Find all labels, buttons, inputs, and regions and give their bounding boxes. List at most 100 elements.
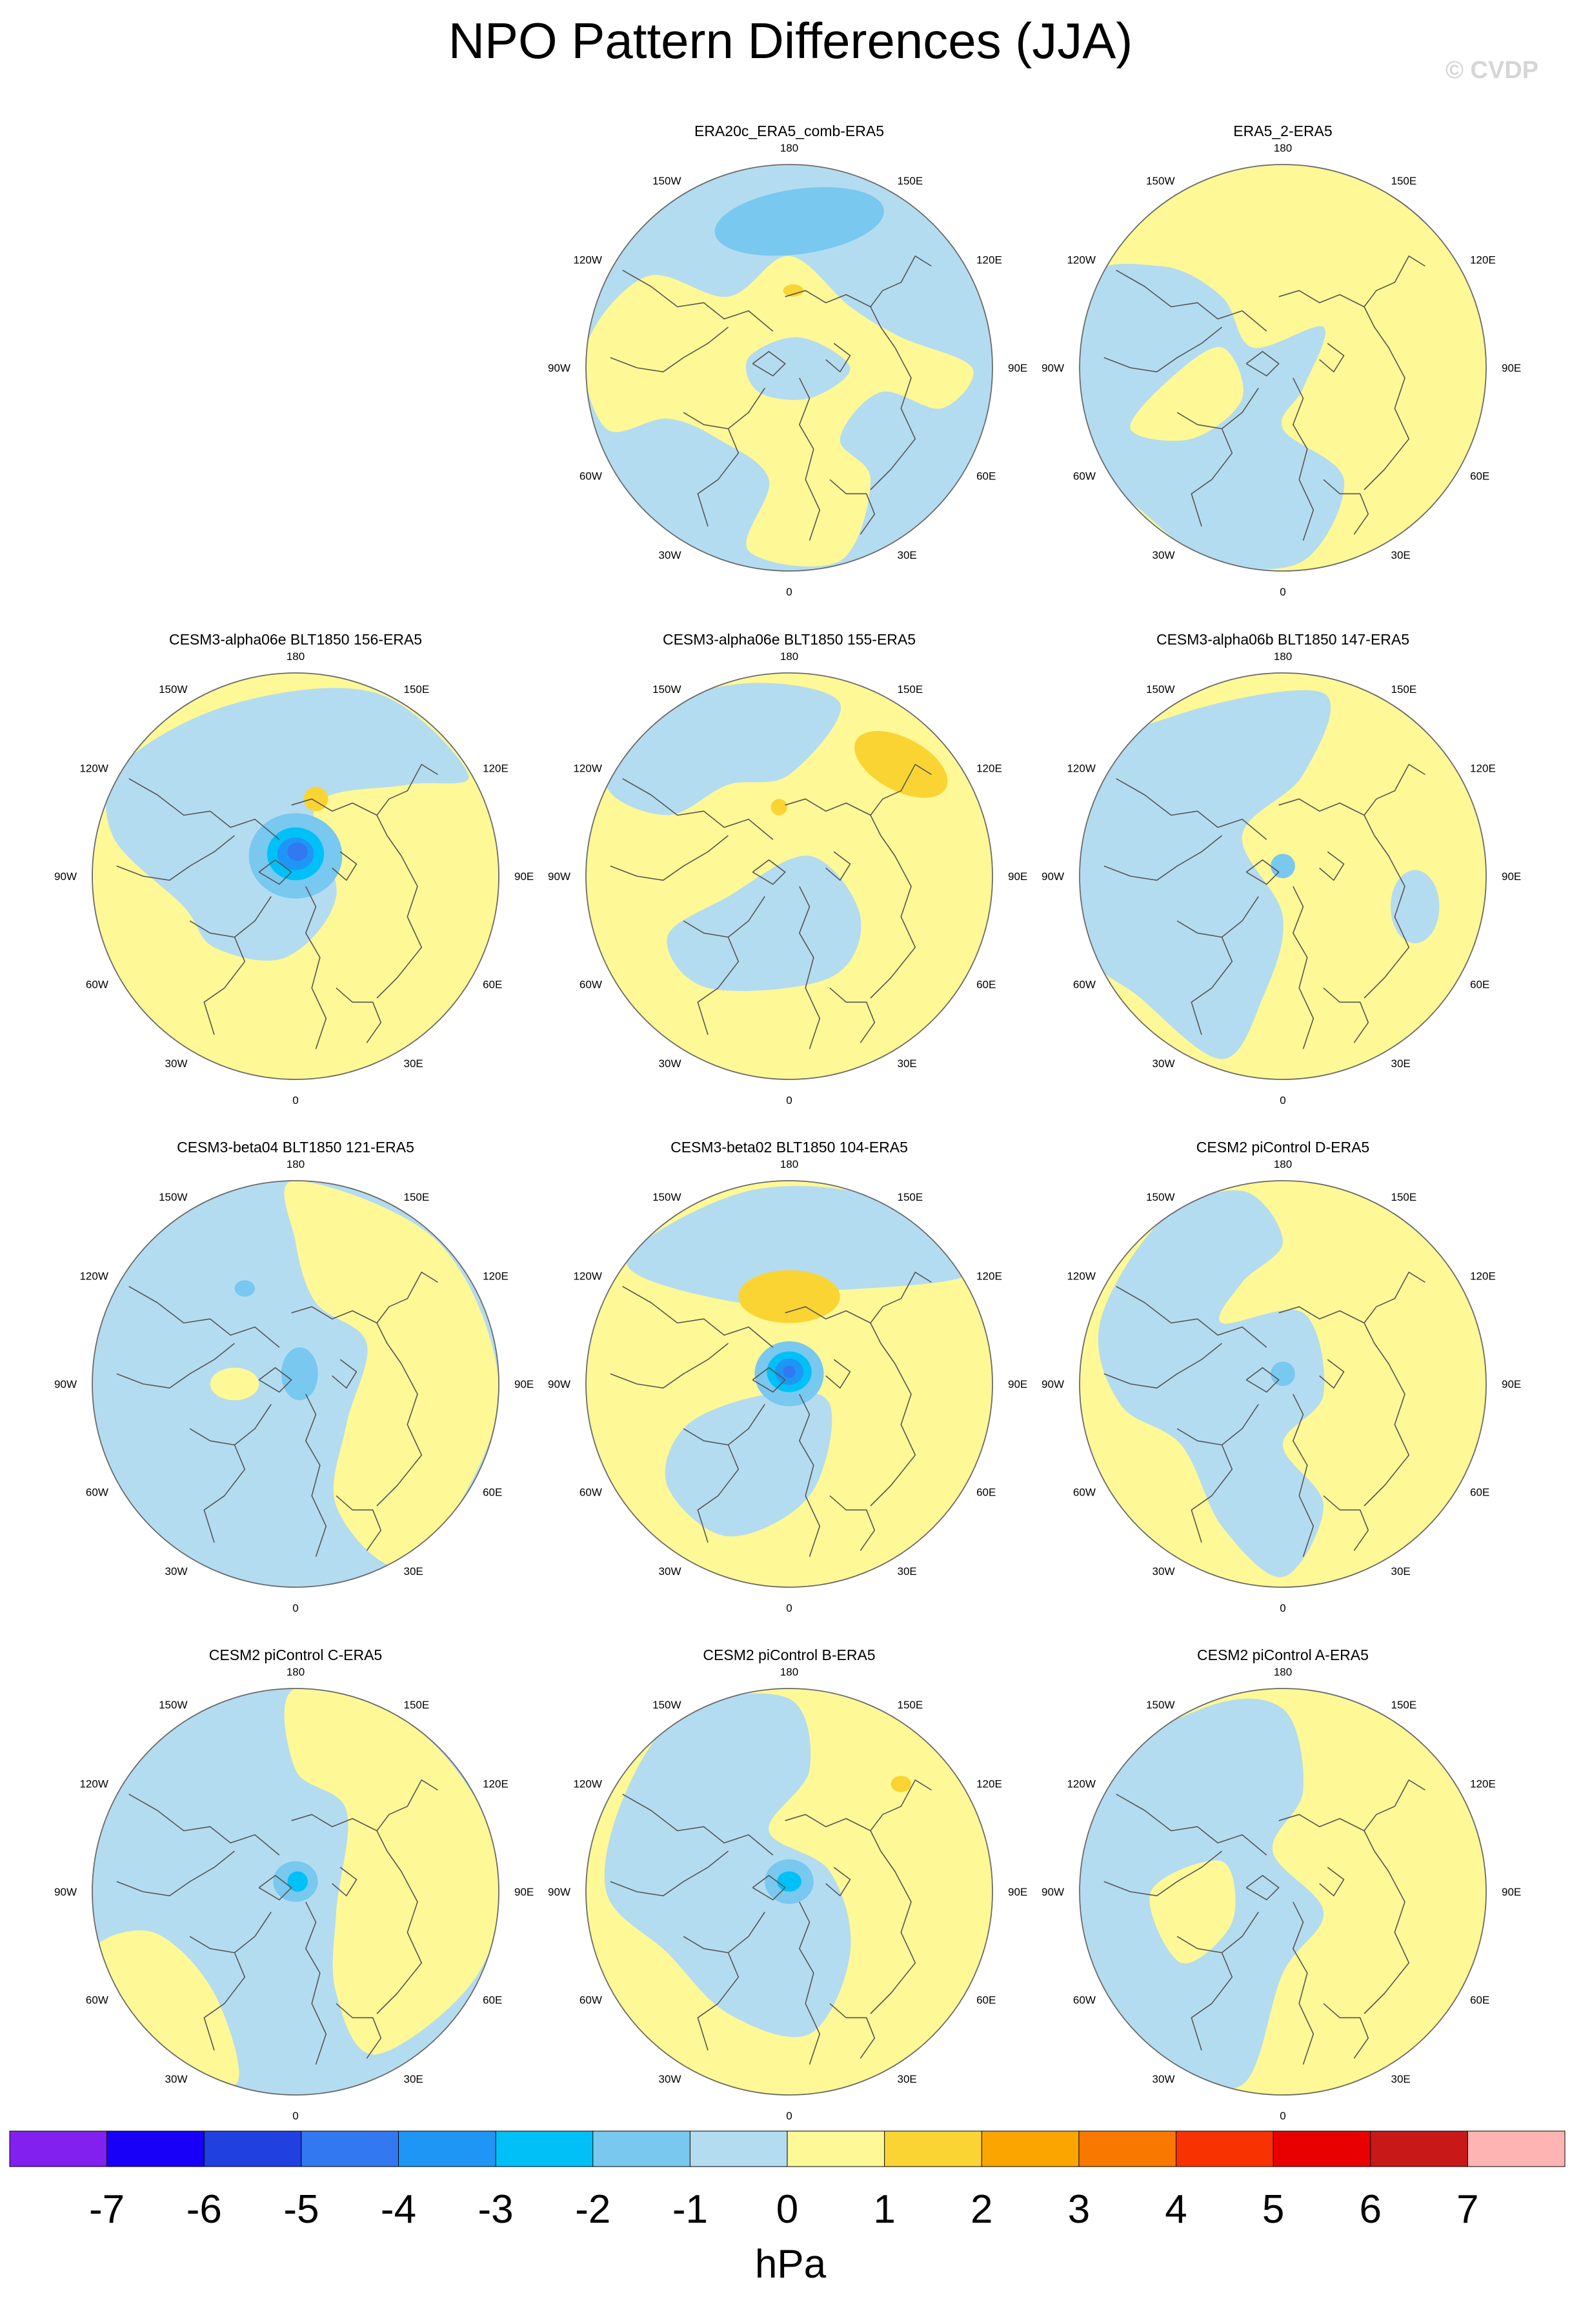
map-panel: CESM2 piControl B-ERA5 180 150E 120E 90E 60E 3… xyxy=(548,1647,1027,2122)
longitude-label: 180 xyxy=(287,1666,305,1678)
longitude-label: 90W xyxy=(548,1378,570,1390)
longitude-label: 30E xyxy=(404,1057,423,1070)
longitude-label: 30E xyxy=(1391,1565,1411,1578)
contour-region xyxy=(1271,1361,1295,1387)
coastline xyxy=(258,859,292,885)
longitude-label: 150E xyxy=(898,683,923,696)
panel-title: ERA20c_ERA5_comb-ERA5 xyxy=(694,123,884,139)
longitude-label: 150W xyxy=(652,1191,681,1203)
coastline xyxy=(1245,859,1280,885)
longitude-label: 30E xyxy=(898,2073,917,2085)
longitude-label: 30W xyxy=(165,2073,188,2085)
panel-title: CESM2 piControl A-ERA5 xyxy=(1197,1647,1369,1663)
colorbar-tick-label: 5 xyxy=(1262,2187,1284,2232)
coastline xyxy=(305,1901,327,2065)
longitude-label: 90W xyxy=(548,1886,570,1898)
longitude-label: 60W xyxy=(1073,1994,1096,2007)
coastline xyxy=(203,1445,246,1543)
longitude-label: 120W xyxy=(573,254,601,266)
colorbar-box xyxy=(982,2131,1079,2167)
longitude-label: 120E xyxy=(976,763,1002,775)
coastline xyxy=(376,1830,423,2014)
longitude-label: 90W xyxy=(548,870,570,883)
coastline xyxy=(799,886,821,1050)
coastline xyxy=(305,886,327,1050)
longitude-label: 0 xyxy=(292,2110,298,2122)
longitude-label: 150E xyxy=(898,1191,923,1203)
colorbar-box xyxy=(496,2131,593,2167)
colorbar-tick-label: 2 xyxy=(971,2187,992,2232)
longitude-label: 180 xyxy=(287,1158,305,1170)
coastline xyxy=(1364,815,1410,999)
longitude-label: 120W xyxy=(79,763,108,775)
longitude-label: 90W xyxy=(54,1886,77,1898)
map-panel: CESM3-beta04 BLT1850 121-ERA5 180 150E 120E… xyxy=(54,1139,534,1614)
longitude-label: 60E xyxy=(1470,1487,1489,1499)
longitude-label: 90W xyxy=(54,1378,77,1390)
longitude-label: 90E xyxy=(514,1378,534,1390)
longitude-label: 120E xyxy=(976,254,1002,266)
contour-region xyxy=(777,1871,801,1892)
longitude-label: 30W xyxy=(165,1057,188,1070)
contour-region xyxy=(287,1871,308,1892)
longitude-label: 90E xyxy=(1008,1378,1027,1390)
longitude-label: 150E xyxy=(898,175,923,187)
coastline xyxy=(332,851,357,881)
longitude-label: 30W xyxy=(165,1565,188,1578)
map-border xyxy=(585,1180,993,1588)
longitude-label: 60W xyxy=(86,1487,108,1499)
field-contours xyxy=(92,1688,499,2095)
map-panel: CESM2 piControl C-ERA5 180 150E 120E 90E 60E 3… xyxy=(54,1647,534,2122)
coastline xyxy=(1364,306,1410,490)
coastline xyxy=(1191,428,1233,526)
longitude-label: 150E xyxy=(404,1699,430,1711)
map-border xyxy=(1079,1688,1487,2096)
longitude-label: 150W xyxy=(1146,175,1174,187)
contour-region xyxy=(745,337,851,400)
panel-title: CESM2 piControl B-ERA5 xyxy=(703,1647,875,1663)
coastline xyxy=(799,1394,821,1558)
longitude-label: 120W xyxy=(573,1778,601,1790)
coastline xyxy=(622,1286,774,1348)
longitude-label: 150E xyxy=(404,1191,430,1203)
colorbar-box xyxy=(884,2131,982,2167)
contour-region xyxy=(738,1270,840,1323)
coastline xyxy=(336,2003,382,2059)
longitude-label: 90W xyxy=(1042,870,1064,883)
map-border xyxy=(1079,1180,1487,1588)
field-contours xyxy=(586,165,992,571)
contour-region xyxy=(604,1693,851,2038)
map-border xyxy=(585,672,993,1080)
coastline xyxy=(825,851,851,881)
longitude-label: 60E xyxy=(976,1994,996,2007)
coastline xyxy=(1293,377,1314,541)
longitude-label: 120E xyxy=(976,1270,1002,1283)
longitude-label: 90E xyxy=(1502,1378,1521,1390)
coastline xyxy=(128,1286,280,1348)
coastline xyxy=(1103,1850,1222,1897)
contour-region xyxy=(714,187,884,256)
longitude-label: 60E xyxy=(483,1994,502,2007)
longitude-label: 0 xyxy=(786,2110,792,2122)
coastline xyxy=(1245,1875,1280,1901)
coastline xyxy=(799,1901,821,2065)
longitude-label: 90E xyxy=(1008,1886,1027,1898)
coastline xyxy=(1103,1343,1222,1389)
colorbar: -7 -6 -5 -4 -3 -2 -1 0 1 2 3 4 5 6 7 hPa xyxy=(9,2130,1566,2287)
map-border xyxy=(92,1688,499,2096)
field-contours xyxy=(586,1688,992,2095)
longitude-label: 120W xyxy=(573,763,601,775)
longitude-label: 30W xyxy=(1153,2073,1175,2085)
coastline xyxy=(752,1367,786,1393)
contour-region xyxy=(667,856,861,991)
longitude-label: 60E xyxy=(483,1487,502,1499)
map-panel: CESM2 piControl A-ERA5 180 150E 120E 90E 60E 3… xyxy=(1042,1647,1521,2122)
coastline xyxy=(622,778,774,840)
longitude-label: 30E xyxy=(404,2073,423,2085)
coastline xyxy=(829,1495,876,1551)
longitude-label: 0 xyxy=(292,1094,298,1107)
coastline xyxy=(697,428,740,526)
panel-title: CESM3-alpha06b BLT1850 147-ERA5 xyxy=(1156,631,1409,648)
coastline xyxy=(829,2003,876,2059)
contour-region xyxy=(1098,1190,1325,1578)
